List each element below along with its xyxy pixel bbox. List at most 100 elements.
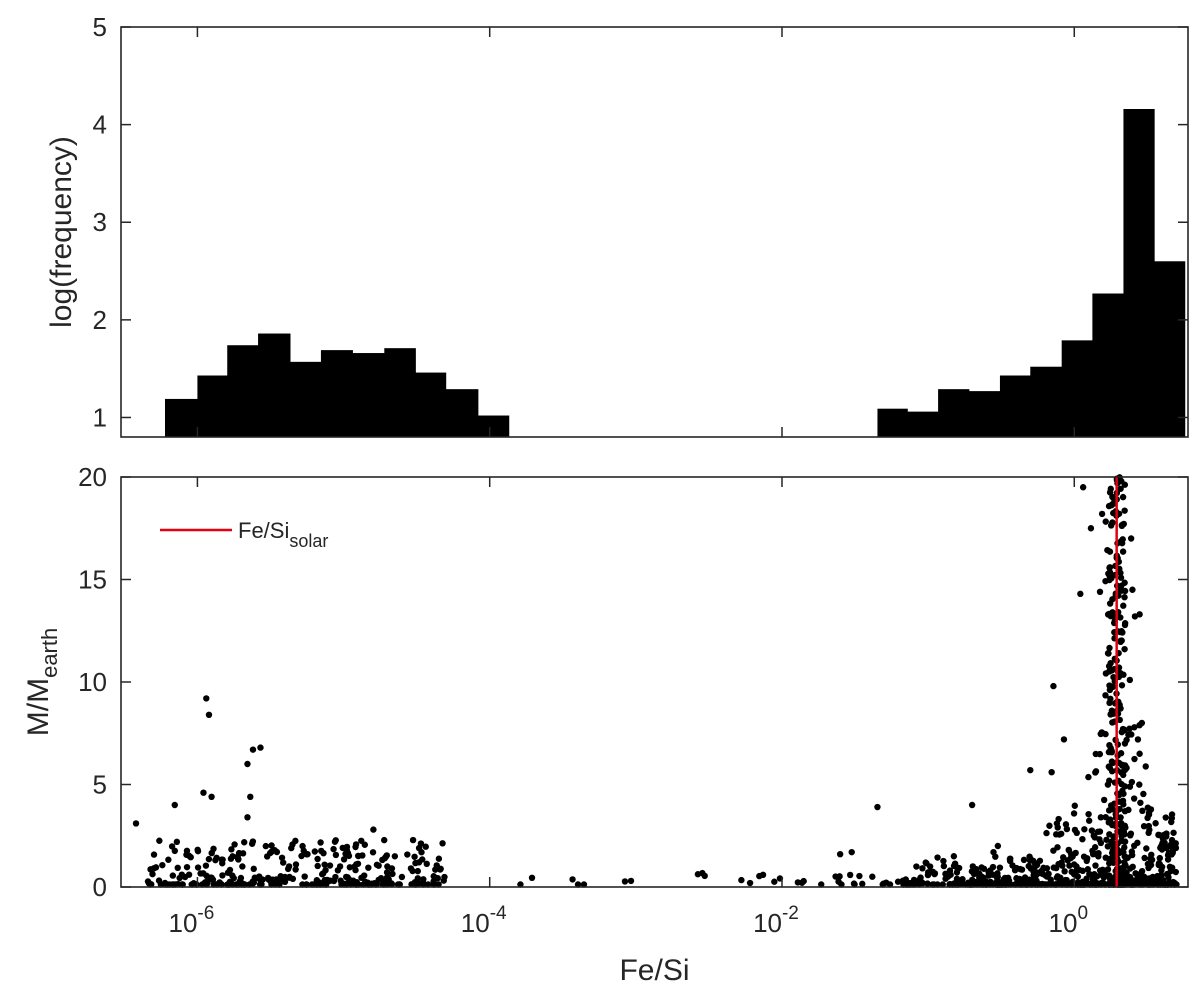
scatter-point: [1061, 868, 1068, 875]
scatter-point: [1020, 856, 1028, 864]
scatter-point: [929, 881, 936, 888]
scatter-point: [249, 880, 256, 888]
scatter-point: [1142, 763, 1149, 770]
scatter-point: [284, 865, 292, 873]
scatter-point: [1144, 804, 1152, 811]
histogram-bar: [164, 398, 198, 437]
scatter-y-axis-label-sub: earth: [37, 628, 62, 678]
scatter-point: [326, 862, 334, 869]
histogram-bars: [164, 109, 1186, 437]
scatter-y-ticks: 0 5 10 15 20: [78, 462, 1188, 902]
scatter-point: [132, 820, 140, 827]
scatter-point: [169, 872, 177, 879]
histogram-bar: [968, 391, 1001, 437]
scatter-point: [379, 881, 386, 888]
scatter-point: [1155, 860, 1163, 867]
histogram-y-tick-label: 3: [93, 207, 107, 237]
scatter-point: [1118, 637, 1125, 644]
scatter-point: [953, 864, 961, 871]
scatter-point: [848, 848, 855, 856]
scatter-point: [1162, 814, 1169, 821]
scatter-point: [345, 852, 353, 860]
scatter-point: [1129, 586, 1136, 593]
scatter-point: [422, 843, 429, 850]
scatter-point: [1105, 662, 1113, 670]
scatter-point: [987, 867, 994, 874]
scatter-x-tick-label: 10-6: [169, 903, 215, 938]
scatter-point: [1092, 862, 1099, 869]
scatter-point: [1119, 825, 1127, 832]
scatter-point: [1103, 836, 1110, 843]
scatter-point: [370, 826, 377, 833]
scatter-point: [1118, 522, 1126, 530]
scatter-point: [1119, 548, 1127, 555]
scatter-point: [1106, 548, 1114, 555]
scatter-point: [258, 881, 265, 888]
scatter-point: [1098, 510, 1106, 518]
histogram-axes-frame: [120, 26, 1189, 438]
scatter-point: [1052, 831, 1060, 838]
scatter-point: [263, 853, 271, 860]
scatter-point: [308, 881, 316, 888]
scatter-point: [1116, 716, 1123, 724]
scatter-point: [334, 867, 342, 874]
scatter-point: [574, 881, 582, 888]
scatter-point: [381, 836, 388, 844]
scatter-point: [1170, 829, 1177, 836]
scatter-point: [171, 801, 178, 809]
histogram-bar: [197, 375, 228, 437]
scatter-point: [436, 866, 444, 873]
scatter-point: [1108, 768, 1116, 775]
scatter-point: [188, 881, 195, 888]
scatter-point: [292, 866, 299, 873]
scatter-point: [197, 870, 204, 877]
scatter-point: [1106, 777, 1113, 784]
scatter-point: [384, 874, 391, 881]
scatter-point: [319, 870, 327, 877]
scatter-point: [1070, 810, 1078, 817]
scatter-point: [1118, 539, 1126, 547]
scatter-point: [1109, 821, 1116, 829]
scatter-point: [926, 863, 934, 870]
scatter-point: [187, 853, 194, 861]
scatter-point: [244, 760, 251, 768]
scatter-point: [352, 841, 360, 848]
scatter-point: [1143, 845, 1150, 852]
scatter-y-tick-label: 20: [78, 462, 107, 492]
scatter-point: [1073, 867, 1080, 874]
scatter-point: [1100, 796, 1108, 804]
scatter-point: [407, 865, 415, 872]
scatter-point: [239, 863, 246, 870]
scatter-point: [1107, 485, 1114, 493]
scatter-point: [343, 843, 351, 851]
scatter-point: [1141, 854, 1148, 862]
scatter-point: [1050, 847, 1057, 854]
scatter-point: [1120, 602, 1127, 609]
histogram-bar: [938, 389, 970, 437]
histogram-bar: [445, 389, 479, 437]
scatter-point: [1013, 880, 1020, 887]
scatter-point: [1090, 832, 1097, 839]
scatter-point: [299, 881, 306, 888]
scatter-point: [423, 860, 430, 868]
scatter-point: [398, 873, 406, 881]
scatter-point: [194, 864, 202, 871]
scatter-point: [1083, 875, 1090, 882]
scatter-point: [1110, 846, 1117, 853]
scatter-point: [1130, 842, 1138, 850]
scatter-point: [317, 839, 324, 846]
scatter-point: [931, 870, 938, 878]
scatter-point: [869, 873, 876, 880]
scatter-point: [1098, 729, 1106, 736]
scatter-point: [1096, 588, 1104, 595]
scatter-point: [1168, 836, 1176, 844]
scatter-point: [1120, 771, 1127, 779]
scatter-point: [580, 881, 588, 888]
scatter-point: [411, 853, 418, 860]
scatter-point: [1005, 874, 1012, 882]
scatter-point: [1063, 825, 1071, 833]
scatter-point: [990, 880, 997, 887]
scatter-point: [375, 862, 382, 869]
scatter-point: [205, 855, 213, 863]
scatter-point: [1127, 535, 1135, 542]
